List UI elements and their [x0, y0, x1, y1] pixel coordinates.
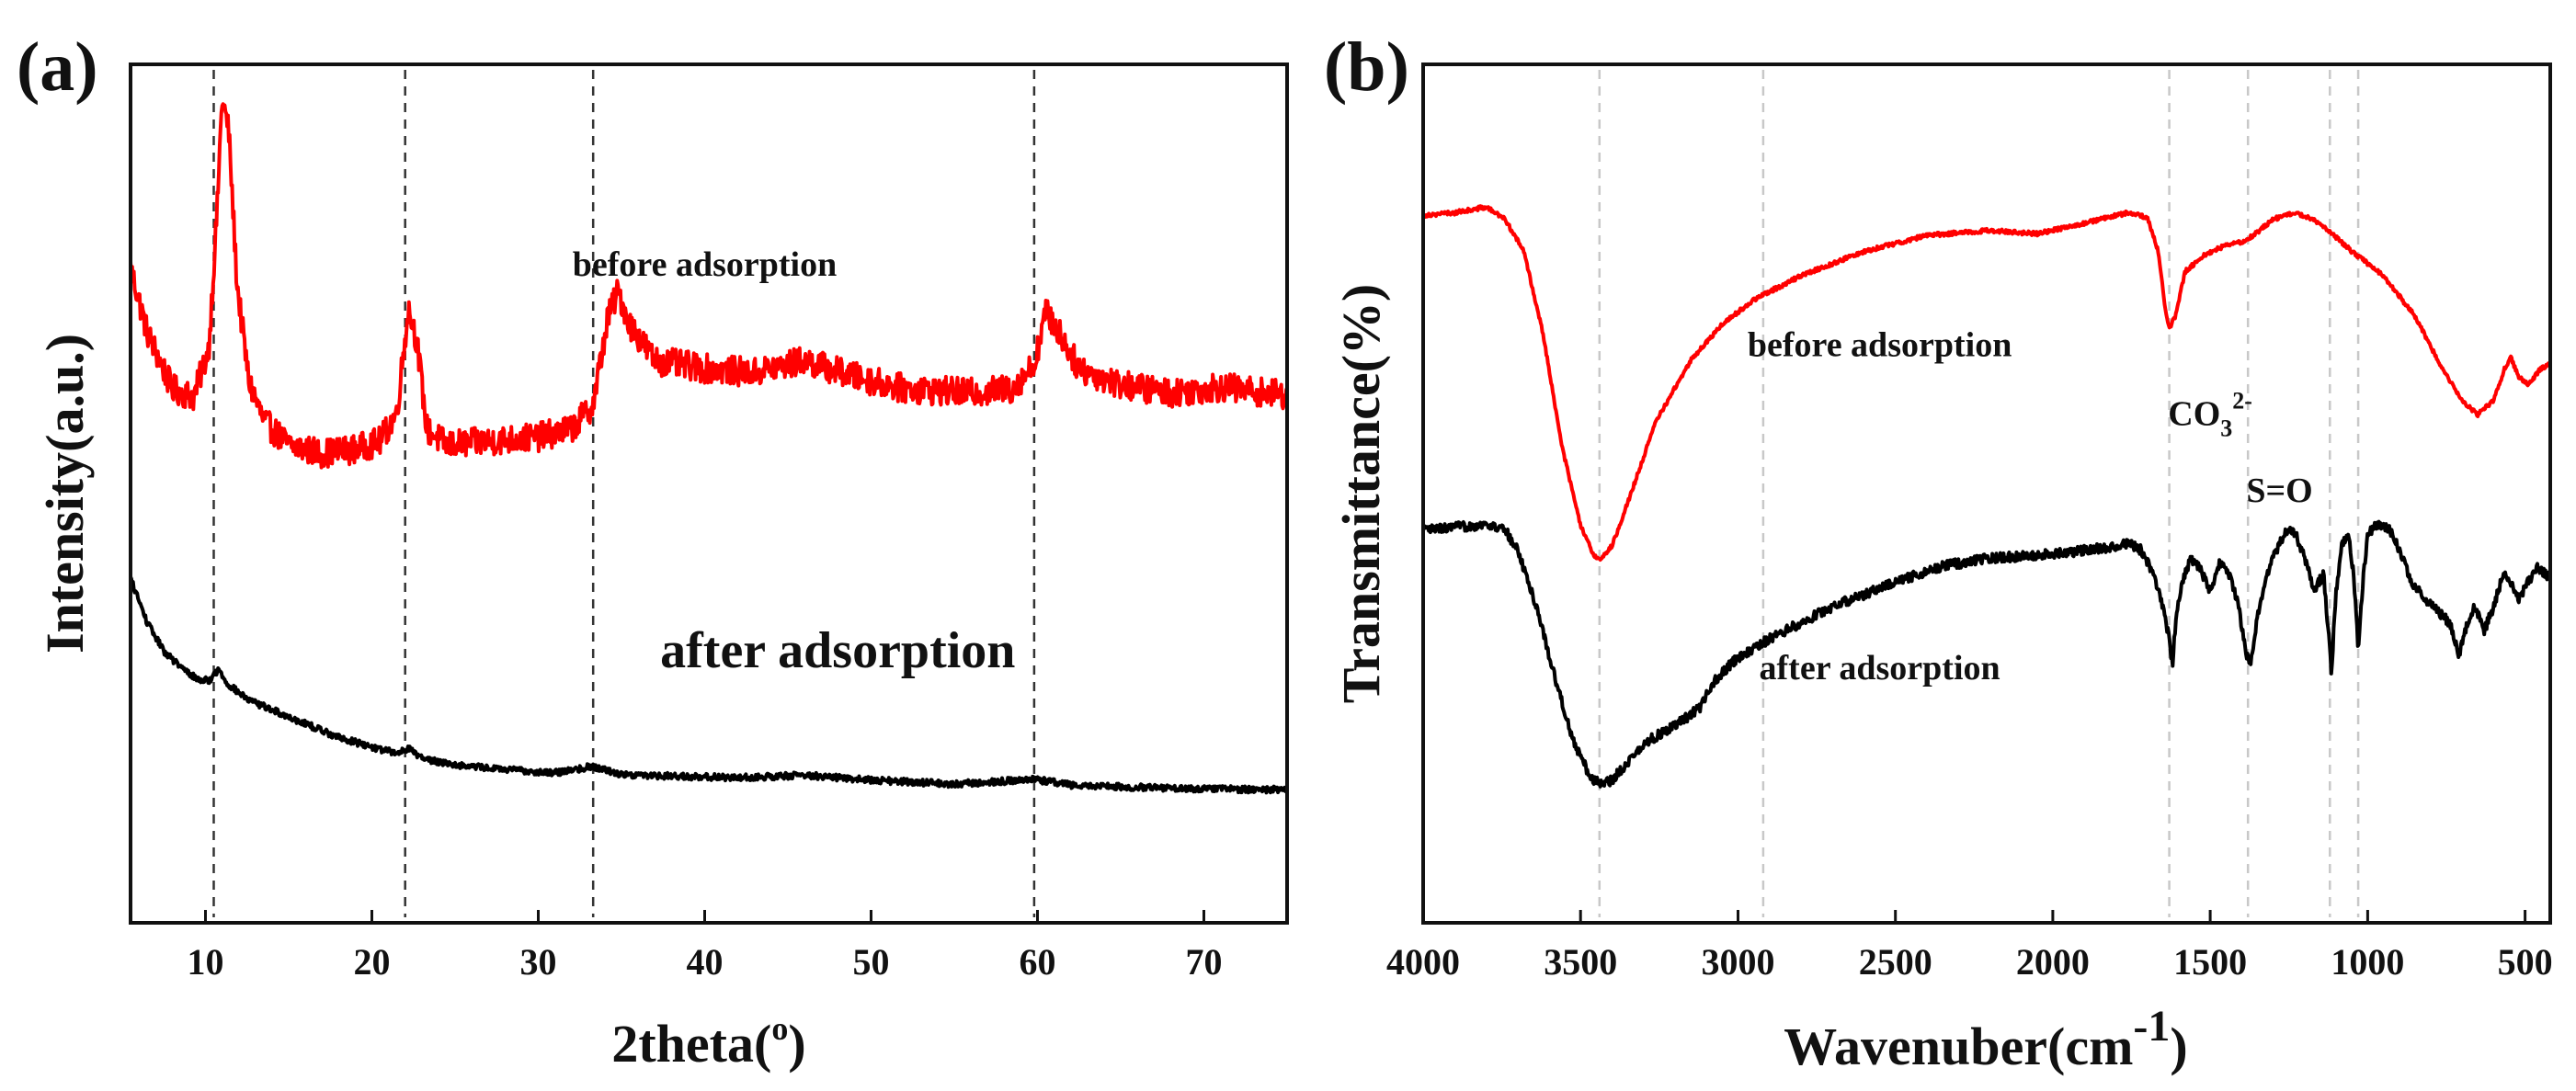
annotation-label: after adsorption [1760, 649, 2000, 688]
x-tick-label: 3500 [1544, 941, 1617, 983]
panel-a-xlabel-text: 2theta( [611, 1014, 771, 1074]
x-tick-label: 500 [2498, 941, 2553, 983]
panel-a-xlabel-close: ) [788, 1014, 805, 1074]
annotation-label: after adsorption [660, 622, 1015, 679]
annotation-label: S=O [2246, 472, 2312, 510]
x-tick-label: 4000 [1386, 941, 1460, 983]
x-tick-label: 2500 [1859, 941, 1932, 983]
panel-b-reference-lines [1598, 70, 2360, 917]
panel-b-series [1421, 204, 2552, 789]
panel-b-y-axis-title: Transmittance(%) [1331, 284, 1391, 703]
x-tick-label: 50 [853, 941, 890, 983]
series-line-after-adsorption [129, 575, 1289, 795]
panel-b-x-axis-title: Wavenuber(cm-1) [1784, 1002, 2187, 1076]
panel-b-plot-frame [1421, 63, 2552, 925]
panel-a-xlabel-sup: o [771, 1010, 788, 1047]
panel-a-annotations: before adsorption after adsorption [573, 245, 1016, 679]
panel-b-x-ticks: 4000 3500 3000 2500 2000 1500 1000 500 [1386, 910, 2553, 983]
panel-a-y-axis-title: Intensity(a.u.) [35, 334, 95, 653]
annotation-label: CO32- [2168, 387, 2252, 441]
panel-a-x-axis-title: 2theta(o) [611, 1010, 805, 1074]
series-line-after-adsorption [1421, 519, 2552, 789]
x-tick-label: 1500 [2173, 941, 2247, 983]
x-tick-label: 1000 [2331, 941, 2404, 983]
x-tick-label: 3000 [1702, 941, 1775, 983]
series-line-before-adsorption [1421, 204, 2552, 563]
panel-a-xrd: (a) 10 20 30 40 50 60 70 before adsorption afte… [17, 28, 1289, 1074]
series-line-before-adsorption [129, 102, 1289, 470]
panel-b-xlabel-sup: -1 [2133, 1002, 2170, 1051]
x-tick-label: 2000 [2016, 941, 2090, 983]
panel-b-ftir: (b) 4000 3500 3000 2500 2000 1500 1000 500 befo… [1324, 28, 2553, 1076]
panel-b-xlabel-close: ) [2170, 1017, 2187, 1076]
x-tick-label: 40 [687, 941, 724, 983]
annotation-label: before adsorption [573, 245, 837, 284]
panel-a-plot-frame [129, 63, 1289, 925]
x-tick-label: 10 [188, 941, 224, 983]
panel-a-x-ticks: 10 20 30 40 50 60 70 [188, 910, 1223, 983]
panel-a-label: (a) [17, 28, 98, 106]
panel-a-reference-lines [212, 70, 1036, 917]
x-tick-label: 30 [520, 941, 557, 983]
panel-a-series [129, 102, 1289, 795]
x-tick-label: 60 [1020, 941, 1056, 983]
panel-b-annotations: before adsorption after adsorption CO32- S=… [1748, 326, 2313, 688]
panel-b-label: (b) [1324, 28, 1409, 106]
annotation-label: before adsorption [1748, 326, 2012, 365]
x-tick-label: 20 [354, 941, 391, 983]
panel-b-xlabel-text: Wavenuber(cm [1784, 1017, 2133, 1076]
x-tick-label: 70 [1186, 941, 1223, 983]
